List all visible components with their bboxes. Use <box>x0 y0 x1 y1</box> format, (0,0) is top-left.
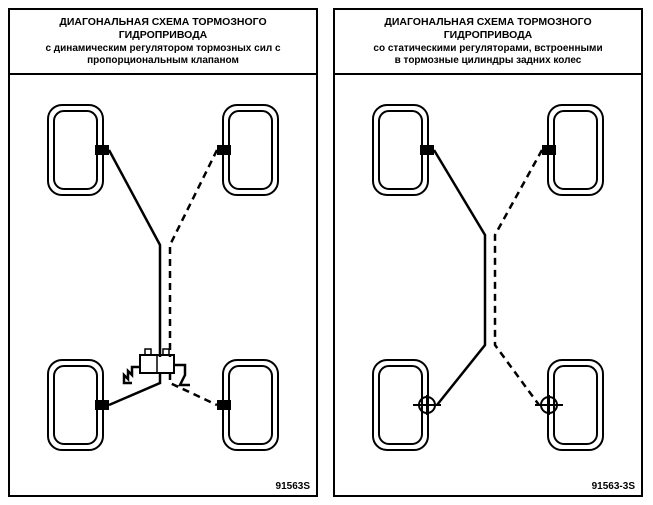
title-main-left: ДИАГОНАЛЬНАЯ СХЕМА ТОРМОЗНОГО ГИДРОПРИВО… <box>14 16 312 41</box>
title-line2: ГИДРОПРИВОДА <box>119 29 208 41</box>
subtitle-right: со статическими регуляторами, встроенным… <box>339 43 637 67</box>
ref-right: 91563-3S <box>592 481 635 492</box>
panel-left: ДИАГОНАЛЬНАЯ СХЕМА ТОРМОЗНОГО ГИДРОПРИВО… <box>8 8 318 497</box>
title-line2: ГИДРОПРИВОДА <box>444 29 533 41</box>
ref-left: 91563S <box>276 481 310 492</box>
sub-line1: с динамическим регулятором тормозных сил… <box>45 43 280 54</box>
sub-line1: со статическими регуляторами, встроенным… <box>373 43 602 54</box>
brake-diagram-right <box>335 75 641 495</box>
sub-line2: в тормозные цилиндры задних колес <box>395 55 582 66</box>
sub-line2: пропорциональным клапаном <box>87 55 239 66</box>
diagram-container: ДИАГОНАЛЬНАЯ СХЕМА ТОРМОЗНОГО ГИДРОПРИВО… <box>0 0 653 505</box>
title-main-right: ДИАГОНАЛЬНАЯ СХЕМА ТОРМОЗНОГО ГИДРОПРИВО… <box>339 16 637 41</box>
title-box-right: ДИАГОНАЛЬНАЯ СХЕМА ТОРМОЗНОГО ГИДРОПРИВО… <box>335 10 641 75</box>
title-line1: ДИАГОНАЛЬНАЯ СХЕМА ТОРМОЗНОГО <box>59 16 266 28</box>
diagram-area-right <box>335 75 641 495</box>
diagram-area-left <box>10 75 316 495</box>
title-line1: ДИАГОНАЛЬНАЯ СХЕМА ТОРМОЗНОГО <box>384 16 591 28</box>
brake-diagram-left <box>10 75 316 495</box>
title-box-left: ДИАГОНАЛЬНАЯ СХЕМА ТОРМОЗНОГО ГИДРОПРИВО… <box>10 10 316 75</box>
subtitle-left: с динамическим регулятором тормозных сил… <box>14 43 312 67</box>
panel-right: ДИАГОНАЛЬНАЯ СХЕМА ТОРМОЗНОГО ГИДРОПРИВО… <box>333 8 643 497</box>
